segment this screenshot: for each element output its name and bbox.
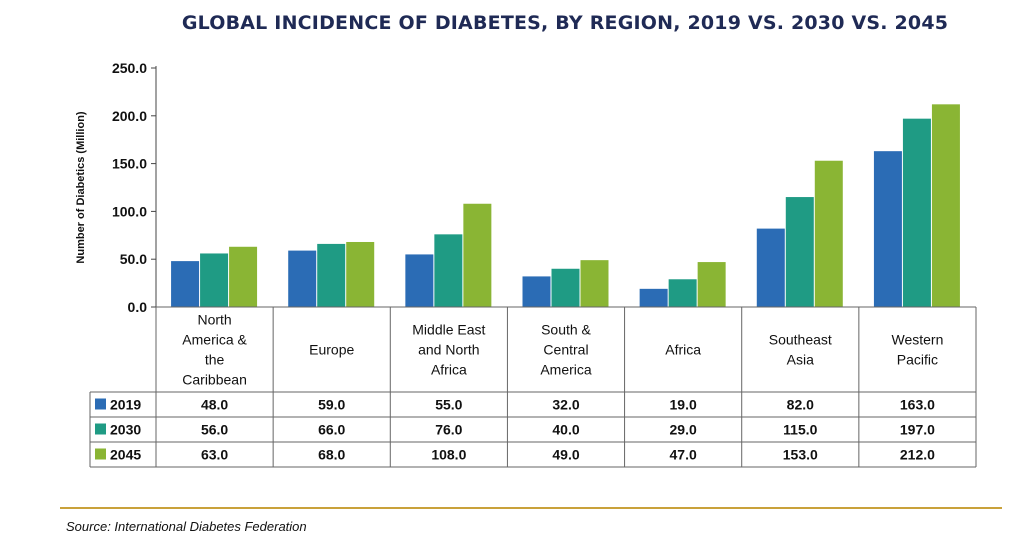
data-label: 68.0 [318,447,345,463]
data-label: 115.0 [783,422,817,438]
legend-label-2030: 2030 [110,422,141,438]
data-label: 48.0 [201,397,228,413]
data-label: 163.0 [900,397,935,413]
data-label: 108.0 [431,447,466,463]
legend-label-2045: 2045 [110,447,141,463]
data-label: 49.0 [552,447,579,463]
data-label: 56.0 [201,422,228,438]
bar-2030 [317,243,346,307]
bar-2045 [697,262,726,307]
bar-2045 [580,260,609,307]
category-label: Middle East and North Africa [412,322,485,378]
category-label: South & Central America [540,322,592,378]
bars [171,104,960,307]
bar-2030 [434,234,463,307]
data-label: 197.0 [900,422,935,438]
y-axis: 0.0 50.0 100.0 150.0 200.0 250.0 Number of Dia… [75,60,157,315]
data-label: 29.0 [670,422,697,438]
data-label: 40.0 [552,422,579,438]
bar-2045 [931,104,960,307]
bar-2030 [902,118,931,307]
legend-label-2019: 2019 [110,397,141,413]
data-label: 76.0 [435,422,462,438]
data-label: 63.0 [201,447,228,463]
legend-swatch-2019 [95,398,106,410]
y-tick-label: 200.0 [112,108,147,124]
bar-2019 [171,261,200,307]
data-label: 55.0 [435,397,462,413]
data-label: 66.0 [318,422,345,438]
y-tick-label: 100.0 [112,203,147,219]
bar-2019 [756,228,785,307]
category-label: Africa [665,342,701,358]
source-note: Source: International Diabetes Federatio… [66,519,307,534]
data-label: 153.0 [783,447,818,463]
category-label: Western Pacific [891,332,943,368]
bar-chart: 0.0 50.0 100.0 150.0 200.0 250.0 Number of Dia… [75,60,977,468]
y-axis-label: Number of Diabetics (Million) [75,111,87,264]
legend-swatch-2045 [95,448,106,460]
category-label: Southeast Asia [769,332,832,368]
data-label: 32.0 [552,397,579,413]
y-tick-label: 0.0 [128,299,148,315]
bar-2019 [522,276,551,307]
category-label: Europe [309,342,354,358]
bar-2045 [346,241,375,307]
legend-swatch-2030 [95,423,106,435]
bar-2019 [639,288,668,307]
bar-2019 [405,254,434,307]
data-label: 82.0 [787,397,814,413]
bar-2045 [229,246,258,307]
chart-title: GLOBAL INCIDENCE OF DIABETES, BY REGION,… [181,12,949,34]
data-label: 47.0 [670,447,697,463]
bar-2045 [463,203,492,307]
data-label: 212.0 [900,447,935,463]
y-tick-label: 150.0 [112,156,147,172]
bar-2030 [668,279,697,307]
y-tick-label: 50.0 [120,251,147,267]
data-label: 59.0 [318,397,345,413]
category-label: North America & the Caribbean [182,312,247,388]
data-label: 19.0 [670,397,697,413]
bar-2045 [814,160,843,307]
bar-2030 [200,253,229,307]
divider-rule [60,507,1002,509]
bar-2019 [873,151,902,307]
bar-2019 [288,250,317,307]
data-table: North America & the Caribbean Europe Middle E… [89,306,977,468]
bar-2030 [785,197,814,307]
bar-2030 [551,268,580,307]
y-tick-label: 250.0 [112,60,147,76]
